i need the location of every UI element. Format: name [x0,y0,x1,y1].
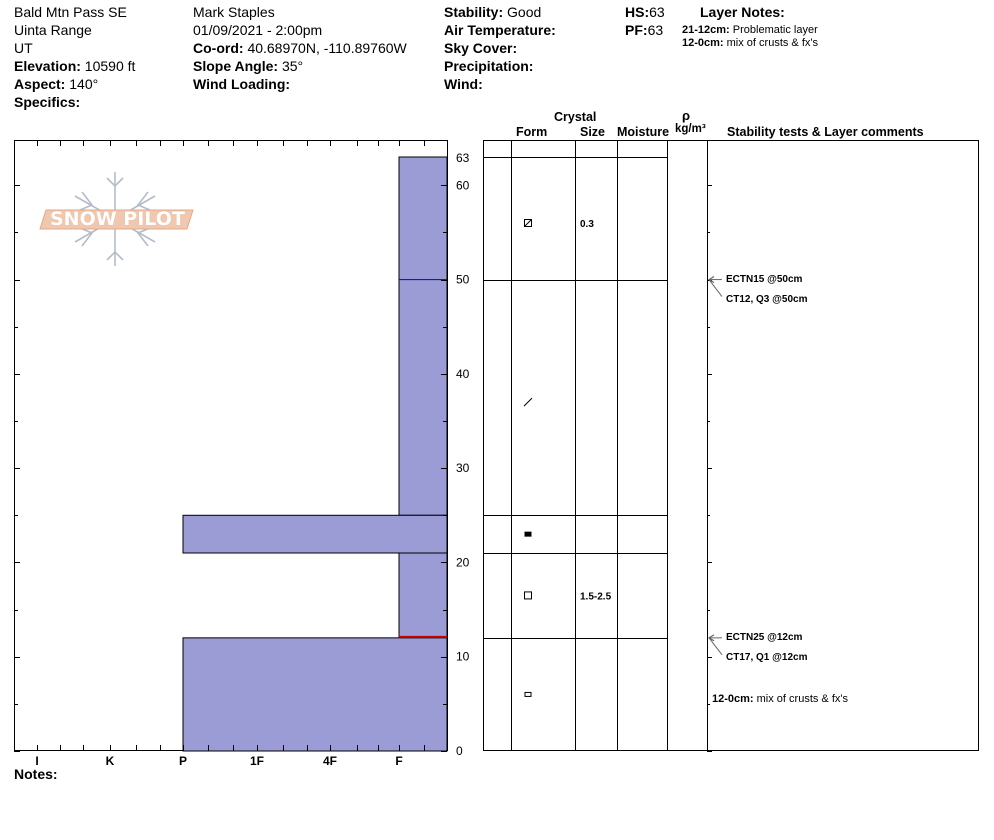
moisture-header: Moisture [617,125,670,139]
precipitation-label: Precipitation: [444,58,534,74]
depth-tick-label: 40 [456,367,470,381]
hardness-tick-label: F [395,754,402,768]
mountain-range: Uinta Range [14,22,92,38]
crystal-size-label: 1.5-2.5 [580,591,612,602]
depth-tick-label: 30 [456,461,470,475]
crystal-form-symbols: 0.3 1.5-2.5 [512,219,612,697]
stability-test-label: ECTN15 @50cm [726,273,803,285]
hardness-tick-label: P [179,754,187,768]
coord-row: Co-ord: 40.68970N, -110.89760W [193,39,407,57]
hardness-ticks: I K P 1F 4F F [14,140,425,768]
coord-label: Co-ord: [193,40,244,56]
test-arrow-line [708,637,723,656]
layer-comment-text: mix of crusts & fx's [756,693,848,705]
stability-test-label: CT12, Q3 @50cm [726,293,808,305]
location-name: Bald Mtn Pass SE [14,4,127,20]
hardness-tick-label: I [35,754,38,768]
hs-axis-label: 63 [456,151,470,165]
depth-tick-label: 60 [456,178,470,192]
comments-header: Stability tests & Layer comments [727,125,924,139]
hardness-layer-bar [182,637,448,752]
layer-comment: 12-0cm: mix of crusts & fx's [712,693,848,706]
slope-row: Slope Angle: 35° [193,57,303,75]
depth-tick-label: 50 [456,273,470,287]
notes-label: Notes: [14,766,58,782]
slope-value: 35° [281,58,304,74]
date-time: 01/09/2021 - 2:00pm [193,22,323,38]
hardness-layer-bar [398,156,448,516]
layer-notes-title: Layer Notes: [700,4,785,20]
wind-label: Wind: [444,76,483,92]
hardness-tick-label: 1F [250,754,264,768]
depth-tick-label: 0 [456,744,463,758]
aspect-row: Aspect: 140° [14,75,98,93]
comment-depth-ticks [707,185,712,752]
rho-header: ρ [682,108,691,123]
aspect-label: Aspect: [14,76,66,92]
air-temp-label: Air Temperature: [444,22,556,38]
pf-value: 63 [647,22,664,38]
elevation-label: Elevation: [14,58,81,74]
observer: Mark Staples [193,4,275,20]
test-arrow-head [708,634,715,642]
state: UT [14,40,33,56]
form-symbol-slash [524,219,532,227]
layer-note: 12-0cm: mix of crusts & fx's [682,37,818,50]
layer-table [483,140,979,751]
form-symbol-facet [524,591,532,600]
depth-axis: 0 10 20 30 40 50 60 63 [14,151,470,758]
crystal-header: Crystal [554,110,597,124]
hardness-layer-bar [398,552,448,639]
depth-tick-label: 20 [456,555,470,569]
layer-note-range: 21-12cm: [682,24,730,36]
pf-row: PF:63 [625,21,663,39]
layer-note-text: mix of crusts & fx's [726,37,818,49]
stability-row: Stability: Good [444,3,541,21]
pf-label: PF: [625,22,648,38]
depth-tick-label: 10 [456,650,470,664]
hs-label: HS: [625,4,650,20]
specifics-label: Specifics: [14,94,81,110]
snowpilot-logo-text: SNOW PILOT [50,208,185,230]
form-symbol-rounding-facet [524,691,532,697]
stability-test-arrows [708,276,723,656]
layer-note: 21-12cm: Problematic layer [682,24,818,37]
hardness-tick-label: 4F [323,754,337,768]
crystal-size-label: 0.3 [580,219,594,230]
stability-value: Good [507,4,542,20]
elevation-value: 10590 ft [84,58,136,74]
layer-comment-range: 12-0cm: [712,693,754,705]
wind-loading-label: Wind Loading: [193,76,291,92]
test-arrow-head [708,276,715,284]
form-symbol-decomposing [524,219,532,227]
form-symbol-slash [523,397,533,407]
stability-test-label: CT17, Q1 @12cm [726,651,808,663]
hs-value: 63 [649,4,665,20]
hs-row: HS:63 [625,3,665,21]
snowpilot-logo [39,172,194,266]
stability-test-label: ECTN25 @12cm [726,631,803,643]
hardness-layer-bar [182,514,448,554]
size-header: Size [580,125,606,139]
slope-label: Slope Angle: [193,58,279,74]
stability-label: Stability: [444,4,504,20]
sky-cover-label: Sky Cover: [444,40,518,56]
layer-note-range: 12-0cm: [682,37,724,49]
aspect-value: 140° [69,76,99,92]
hardness-layers [182,156,448,752]
hardness-tick-label: K [106,754,115,768]
density-unit-header: kg/m³ [675,123,706,135]
form-header: Form [516,125,548,139]
test-arrow-line [708,279,723,297]
elevation-row: Elevation: 10590 ft [14,57,135,75]
form-symbol-crust [524,531,532,537]
layer-note-text: Problematic layer [732,24,818,36]
coord-value: 40.68970N, -110.89760W [247,40,407,56]
